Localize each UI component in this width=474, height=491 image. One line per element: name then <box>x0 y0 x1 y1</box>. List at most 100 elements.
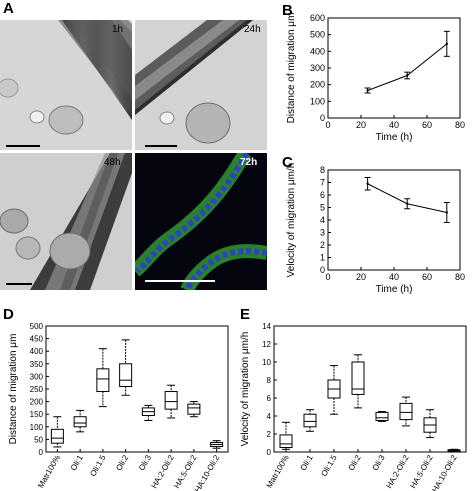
boxplot-velocity: 0 2 4 6 8 10 12 14 Matr100% Oli:1 Oli:1.5 Oli:2 Oli:… <box>240 322 467 491</box>
y-tick-label: 3 <box>320 228 325 238</box>
y-tick-label: 500 <box>30 322 44 331</box>
panel-letter-e: E <box>240 306 251 323</box>
y-axis-label: Distance of migration μm <box>286 13 297 124</box>
micrograph-24h <box>135 20 267 150</box>
x-tick-label: 0 <box>325 120 330 130</box>
y-axis-label: Velocity of migration μm/h <box>286 163 297 278</box>
plot-frame <box>327 17 461 119</box>
data-point <box>445 211 448 214</box>
y-tick-label: 100 <box>30 423 44 432</box>
category-label: HA:10-Oli:2 <box>430 453 459 491</box>
data-point <box>406 202 409 205</box>
micrograph-48h <box>0 153 132 290</box>
box <box>73 416 87 428</box>
y-tick-label: 8 <box>267 376 272 385</box>
y-tick-label: 0 <box>320 113 325 123</box>
chart-distance-vs-time: 0 100 200 300 400 500 600 0 20 40 60 80 Time (h) Dist… <box>286 13 465 143</box>
plot-frame <box>327 169 461 271</box>
data-point <box>445 42 448 46</box>
box <box>164 391 178 410</box>
y-tick-label: 4 <box>267 412 272 421</box>
y-tick-label: 5 <box>320 203 325 213</box>
box <box>399 402 413 421</box>
y-tick-label: 400 <box>310 46 325 56</box>
data-point <box>366 89 369 92</box>
y-tick-label: 8 <box>320 165 325 175</box>
x-axis-label: Time (h) <box>376 284 413 295</box>
data-point <box>366 182 369 185</box>
category-label: Oli:1 <box>299 453 315 472</box>
micrograph-72h <box>135 153 267 290</box>
category-label: Matr100% <box>265 454 291 490</box>
y-tick-label: 300 <box>310 63 325 73</box>
data-point <box>406 74 409 77</box>
box <box>50 428 64 444</box>
y-tick-label: 200 <box>310 80 325 90</box>
y-tick-label: 0 <box>267 448 272 457</box>
category-label: HA:2-Oli:2 <box>384 453 411 490</box>
micrograph-time-24h: 24h <box>244 24 261 35</box>
x-tick-label: 20 <box>356 120 366 130</box>
y-tick-label: 150 <box>30 410 44 419</box>
y-tick-label: 400 <box>30 347 44 356</box>
y-tick-label: 12 <box>262 340 271 349</box>
category-label: Matr100% <box>36 454 62 490</box>
x-tick-label: 0 <box>325 272 330 282</box>
y-tick-label: 500 <box>310 30 325 40</box>
y-axis-label: Distance of migration μm <box>8 334 19 445</box>
category-label: Oli:2 <box>347 453 363 472</box>
y-tick-label: 50 <box>34 435 43 444</box>
y-tick-label: 2 <box>267 430 272 439</box>
y-tick-label: 450 <box>30 335 44 344</box>
micrograph-time-48h: 48h <box>104 157 121 168</box>
y-tick-label: 600 <box>310 13 325 23</box>
box <box>119 363 133 387</box>
y-tick-label: 6 <box>267 394 272 403</box>
boxplot-distance: 0 50 100 150 200 250 300 350 400 450 500 Matr100% Ol… <box>8 322 229 491</box>
y-tick-label: 2 <box>320 240 325 250</box>
y-tick-label: 7 <box>320 178 325 188</box>
y-tick-label: 10 <box>262 358 271 367</box>
category-label: Oli:3 <box>371 453 387 472</box>
x-axis-label: Time (h) <box>376 132 413 143</box>
plot-frame <box>273 325 467 453</box>
y-tick-label: 1 <box>320 253 325 263</box>
category-label: Oli:3 <box>137 453 153 472</box>
panel-letter-a: A <box>3 0 14 17</box>
category-label: HA:5-Oli:2 <box>408 453 435 490</box>
x-tick-label: 80 <box>455 272 465 282</box>
y-axis-label: Velocity of migration μm/h <box>240 332 251 447</box>
x-tick-label: 60 <box>422 120 432 130</box>
box <box>187 403 201 415</box>
box <box>375 411 389 422</box>
category-label: Oli:1.5 <box>319 453 339 478</box>
micrograph-time-1h: 1h <box>112 24 124 35</box>
y-tick-label: 0 <box>320 265 325 275</box>
box <box>279 434 293 448</box>
plot-frame <box>45 325 229 453</box>
category-label: Oli:2 <box>114 453 130 472</box>
x-tick-label: 80 <box>455 120 465 130</box>
box <box>303 413 317 428</box>
micrograph-time-72h: 72h <box>240 157 258 168</box>
panel-letter-b: B <box>282 2 293 19</box>
y-tick-label: 250 <box>30 385 44 394</box>
category-label: Oli:1.5 <box>88 453 108 478</box>
y-tick-label: 4 <box>320 215 325 225</box>
y-tick-label: 300 <box>30 372 44 381</box>
y-tick-label: 6 <box>320 190 325 200</box>
box <box>351 361 365 395</box>
panel-letter-c: C <box>282 154 293 171</box>
y-tick-label: 350 <box>30 360 44 369</box>
panel-letter-d: D <box>3 306 14 323</box>
x-tick-label: 20 <box>356 272 366 282</box>
category-label: Oli:1 <box>69 453 85 472</box>
micrograph-1h <box>0 20 132 150</box>
y-tick-label: 14 <box>262 322 271 331</box>
y-tick-label: 100 <box>310 96 325 106</box>
x-tick-label: 60 <box>422 272 432 282</box>
series-line <box>367 43 448 91</box>
x-tick-label: 40 <box>389 272 399 282</box>
y-tick-label: 200 <box>30 398 44 407</box>
